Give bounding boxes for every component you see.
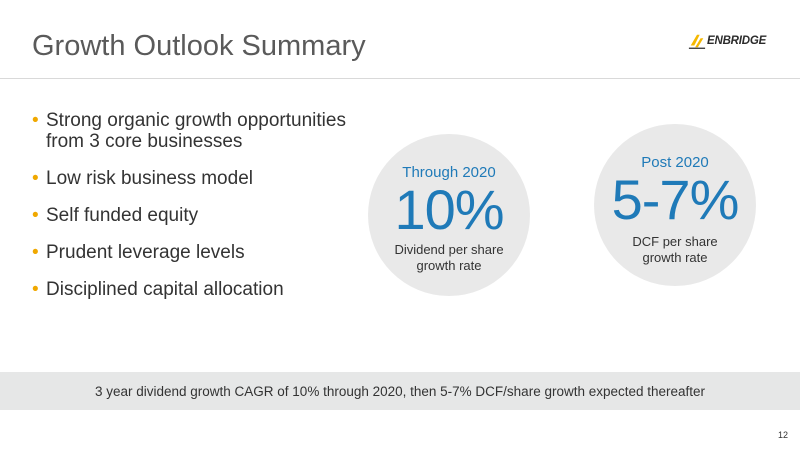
circle-description-line: Dividend per share <box>394 242 504 257</box>
circle-description: DCF per share growth rate <box>594 234 756 266</box>
bullet-item: • Low risk business model <box>32 168 372 189</box>
bullet-item: • Strong organic growth opportunities fro… <box>32 110 372 152</box>
bullet-item: • Prudent leverage levels <box>32 242 372 263</box>
bullet-dot-icon: • <box>32 205 39 226</box>
bullet-list: • Strong organic growth opportunities fro… <box>32 110 372 316</box>
bullet-text: Self funded equity <box>46 205 199 226</box>
enbridge-logo: ENBRIDGE <box>688 30 772 52</box>
bullet-dot-icon: • <box>32 110 39 131</box>
circle-description: Dividend per share growth rate <box>368 242 530 274</box>
bullet-text: Strong organic growth opportunities from… <box>46 110 346 152</box>
summary-banner: 3 year dividend growth CAGR of 10% throu… <box>0 372 800 410</box>
bullet-text: Prudent leverage levels <box>46 242 245 263</box>
bullet-text: Disciplined capital allocation <box>46 279 284 300</box>
circle-label: Through 2020 <box>402 164 496 181</box>
bullet-dot-icon: • <box>32 242 39 263</box>
bullet-text: Low risk business model <box>46 168 253 189</box>
circle-description-line: growth rate <box>416 258 482 273</box>
slide-title: Growth Outlook Summary <box>32 30 366 62</box>
page-number: 12 <box>777 430 788 440</box>
circle-value: 5-7% <box>611 168 740 231</box>
bullet-dot-icon: • <box>32 279 39 300</box>
bullet-item: • Disciplined capital allocation <box>32 279 372 300</box>
circle-label: Post 2020 <box>641 154 709 171</box>
title-divider <box>0 78 800 79</box>
post-2020-circle: Post 2020 5-7% DCF per share growth rate <box>594 124 756 286</box>
enbridge-flame-icon <box>688 34 706 49</box>
through-2020-circle: Through 2020 10% Dividend per share grow… <box>368 134 530 296</box>
circle-value: 10% <box>394 178 504 241</box>
bullet-item: • Self funded equity <box>32 205 372 226</box>
circle-description-line: growth rate <box>642 250 708 265</box>
circle-description-line: DCF per share <box>632 234 718 249</box>
bullet-dot-icon: • <box>32 168 39 189</box>
logo-wordmark: ENBRIDGE <box>707 35 767 47</box>
